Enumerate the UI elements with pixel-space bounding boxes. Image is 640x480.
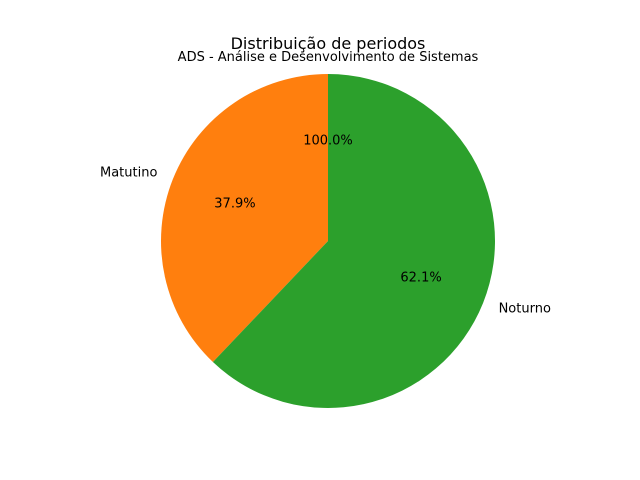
pie-slice-noturno <box>212 74 496 409</box>
slice-label-ads-analise-e-desenvolvimento-de-sistemas: ADS - Análise e Desenvolvimento de Siste… <box>178 50 479 65</box>
slice-label-matutino: Matutino <box>100 165 157 180</box>
pct-label-noturno: 62.1% <box>400 271 441 286</box>
pie-slice-matutino <box>161 74 328 363</box>
pie-labels: ADS - Análise e Desenvolvimento de Siste… <box>100 50 551 317</box>
chart-title: Distribuição de periodos <box>231 34 426 53</box>
slice-label-noturno: Noturno <box>499 302 551 317</box>
pct-label-matutino: 37.9% <box>214 196 255 211</box>
pie-slices <box>161 74 496 409</box>
pct-label-ads-analise-e-desenvolvimento-de-sistemas: 100.0% <box>303 133 353 148</box>
